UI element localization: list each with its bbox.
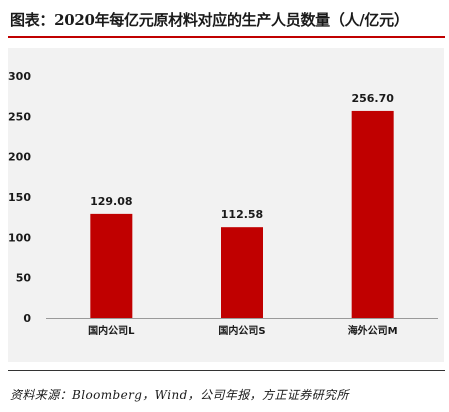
y-tick-label: 200 [8,151,31,164]
bar-chart: 0 50 100 150 200 250 300 129.08 112.58 256.70 国内… [8,70,438,337]
category-label: 国内公司S [218,324,265,337]
chart-title: 图表：2020年每亿元原材料对应的生产人员数量（人/亿元） [10,11,409,29]
bar-value-label: 112.58 [221,208,263,221]
x-axis-labels: 国内公司L 国内公司S 海外公司M [88,324,398,337]
y-tick-label: 50 [16,272,32,285]
y-axis-ticks: 0 50 100 150 200 250 300 [8,70,31,325]
data-labels: 129.08 112.58 256.70 [90,92,394,221]
y-tick-label: 0 [23,312,31,325]
y-tick-label: 300 [8,70,31,83]
category-label: 海外公司M [348,324,398,337]
bar [90,213,133,318]
category-label: 国内公司L [88,324,135,337]
source-note: 资料来源：Bloomberg，Wind，公司年报，方正证券研究所 [10,388,349,402]
y-tick-label: 250 [8,110,31,123]
bar [221,227,263,318]
bar-value-label: 129.08 [90,195,132,208]
y-tick-label: 150 [8,191,31,204]
footer-divider [8,370,445,371]
y-tick-label: 100 [8,231,31,244]
bar [351,110,394,318]
bar-value-label: 256.70 [351,92,394,105]
title-divider [8,36,445,38]
bar-series [90,110,394,318]
chart-frame: 0 50 100 150 200 250 300 129.08 112.58 256.70 国内… [8,48,444,362]
